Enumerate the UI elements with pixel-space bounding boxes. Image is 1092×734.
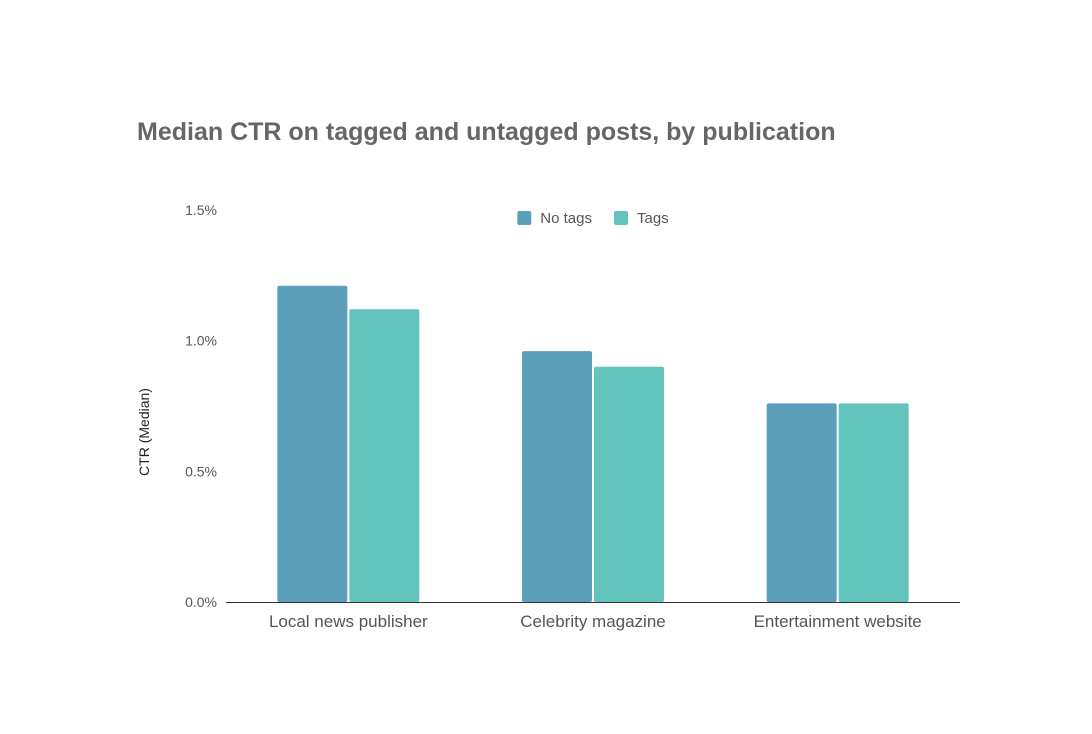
legend-label: No tags bbox=[540, 210, 592, 227]
y-tick-label: 1.5% bbox=[185, 202, 217, 218]
legend-item: Tags bbox=[614, 210, 669, 227]
x-tick-label: Entertainment website bbox=[754, 612, 922, 631]
chart-title: Median CTR on tagged and untagged posts,… bbox=[137, 118, 836, 146]
x-axis: Local news publisher Celebrity magazine En… bbox=[226, 602, 960, 631]
y-tick-label: 0.5% bbox=[185, 463, 217, 479]
legend-item: No tags bbox=[517, 210, 592, 227]
x-tick-label: Local news publisher bbox=[269, 612, 428, 631]
legend: No tags Tags bbox=[517, 210, 669, 227]
legend-label: Tags bbox=[637, 210, 669, 227]
legend-swatch bbox=[517, 211, 532, 225]
legend-swatch bbox=[614, 211, 629, 225]
y-axis: 0.0% 0.5% 1.0% 1.5% bbox=[185, 202, 217, 610]
bar-tags bbox=[838, 403, 909, 602]
bar-tags bbox=[349, 309, 420, 602]
bar-tags bbox=[594, 366, 664, 602]
x-tick-label: Celebrity magazine bbox=[520, 612, 666, 631]
bar-no-tags bbox=[522, 351, 592, 602]
y-tick-label: 0.0% bbox=[185, 594, 217, 610]
bar-no-tags bbox=[766, 403, 837, 602]
y-axis-title: CTR (Median) bbox=[136, 388, 152, 476]
bars bbox=[277, 285, 909, 602]
y-tick-label: 1.0% bbox=[185, 333, 217, 349]
bar-no-tags bbox=[277, 285, 348, 602]
